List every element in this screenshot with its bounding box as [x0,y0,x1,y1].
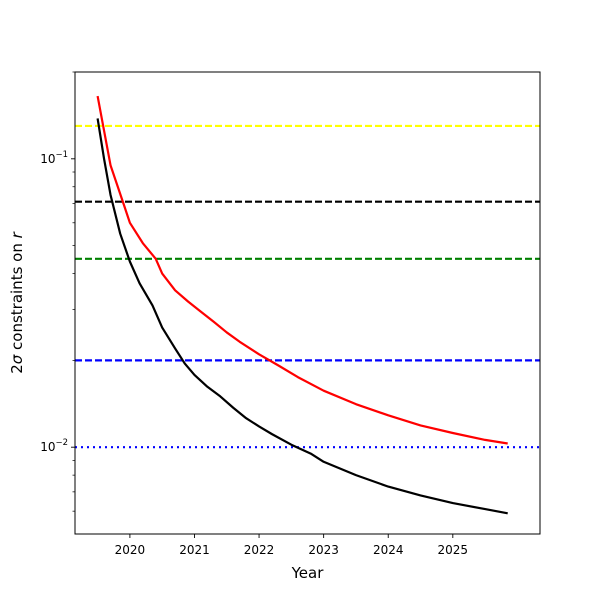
series-line-1 [96,118,508,515]
y-axis-label: 2σ constraints on r [8,231,26,373]
axes-frame [74,71,541,535]
y-tick-label-0: 10−1 [40,150,68,166]
series-line-0 [96,95,508,445]
plot-area [75,95,540,515]
x-axis-label: Year [291,564,325,582]
x-tick-label-2024: 2024 [373,543,404,557]
x-tick-label-2023: 2023 [308,543,339,557]
x-tick-label-2025: 2025 [438,543,469,557]
x-tick-label-2022: 2022 [244,543,275,557]
y-tick-label-1: 10−2 [40,438,68,454]
x-tick-label-2020: 2020 [115,543,146,557]
axis-ticks: 2020 2021 2022 2023 2024 2025 10−1 10−2 [40,71,469,557]
x-tick-label-2021: 2021 [179,543,210,557]
